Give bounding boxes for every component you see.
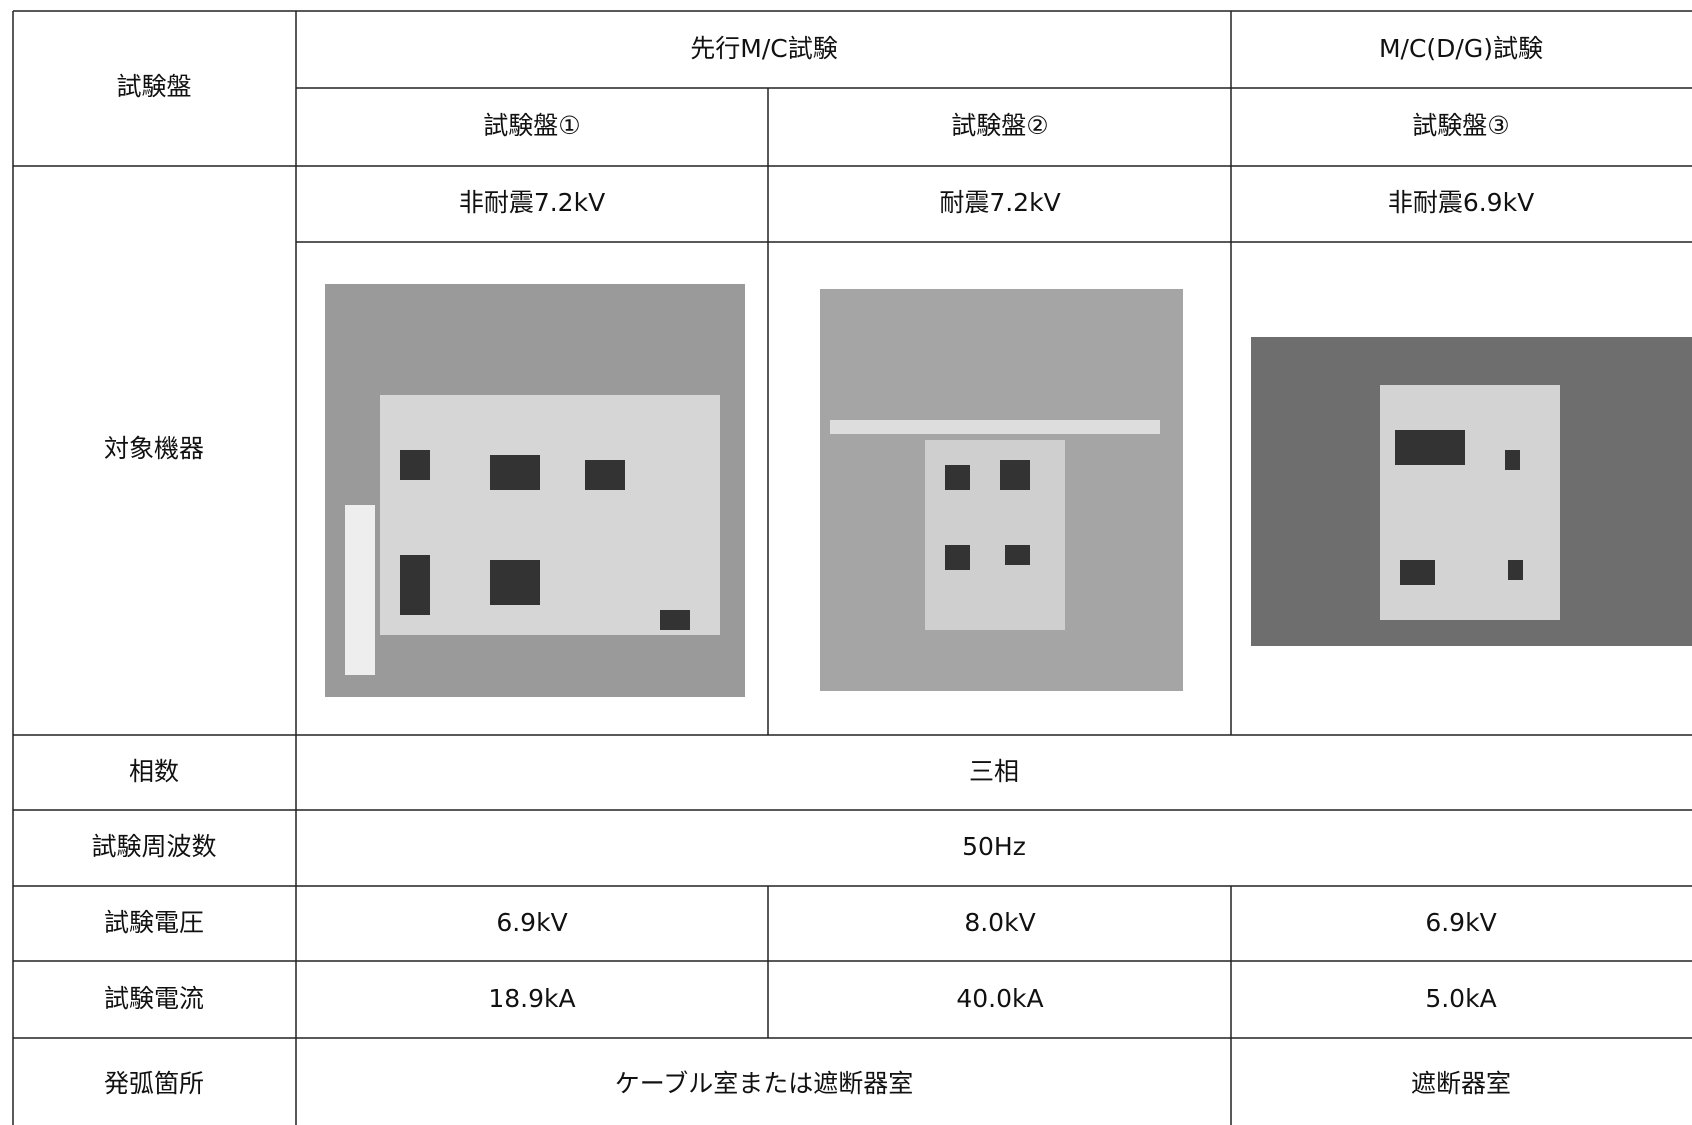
cell: ケーブル室または遮断器室 [615, 1069, 914, 1098]
row-label: 試験電圧 [104, 908, 204, 937]
grid [12, 10, 1692, 1125]
panel-header: 試験盤② [951, 111, 1048, 140]
header-label: 試験盤 [116, 72, 191, 101]
cell: 非耐震7.2kV [459, 188, 605, 217]
cell: 6.9kV [496, 908, 567, 937]
panel-header: 試験盤③ [1412, 111, 1509, 140]
cell: 50Hz [962, 832, 1026, 861]
photo-panel-2 [820, 289, 1183, 691]
panel-header: 試験盤① [483, 111, 580, 140]
photo-panel-3 [1251, 337, 1692, 646]
row-label: 試験電流 [104, 984, 204, 1013]
cell: 非耐震6.9kV [1388, 188, 1534, 217]
row-label: 試験周波数 [91, 832, 216, 861]
row-label: 対象機器 [104, 434, 204, 463]
cell: 8.0kV [964, 908, 1035, 937]
cell: 40.0kA [956, 984, 1043, 1013]
group-header: M/C(D/G)試験 [1379, 34, 1543, 63]
cell: 三相 [969, 757, 1019, 786]
cell: 5.0kA [1425, 984, 1496, 1013]
photo-panel-1 [325, 284, 745, 697]
cell: 6.9kV [1425, 908, 1496, 937]
cell: 耐震7.2kV [939, 188, 1060, 217]
cell: 18.9kA [488, 984, 575, 1013]
row-label: 相数 [129, 757, 179, 786]
cell: 遮断器室 [1411, 1069, 1511, 1098]
group-header: 先行M/C試験 [690, 34, 837, 63]
row-label: 発弧箇所 [104, 1069, 204, 1098]
